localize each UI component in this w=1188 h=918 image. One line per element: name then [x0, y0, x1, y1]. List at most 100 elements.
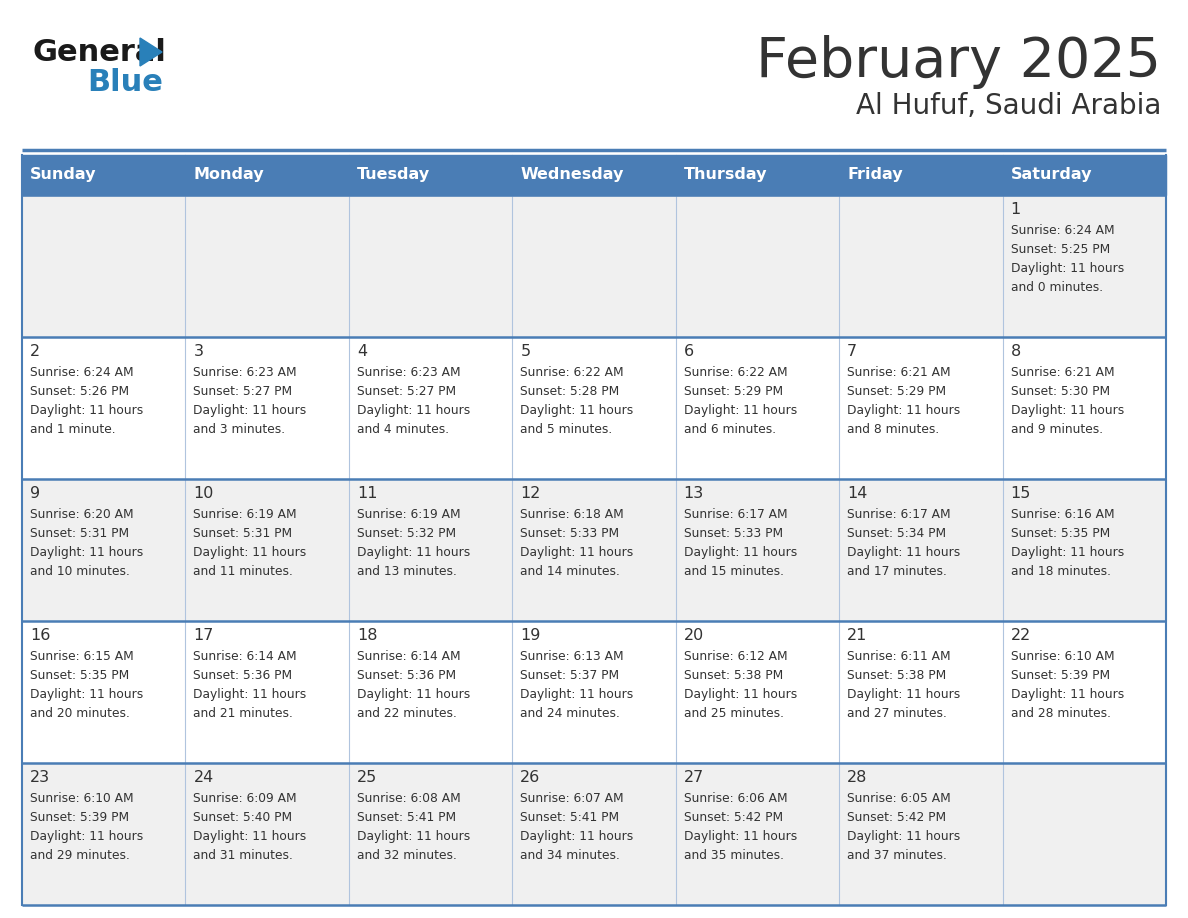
- Text: Daylight: 11 hours: Daylight: 11 hours: [684, 688, 797, 701]
- Text: and 22 minutes.: and 22 minutes.: [356, 707, 456, 720]
- Text: and 1 minute.: and 1 minute.: [30, 423, 115, 436]
- Text: Sunrise: 6:09 AM: Sunrise: 6:09 AM: [194, 792, 297, 805]
- Text: and 28 minutes.: and 28 minutes.: [1011, 707, 1111, 720]
- Text: 22: 22: [1011, 628, 1031, 643]
- Text: Daylight: 11 hours: Daylight: 11 hours: [520, 546, 633, 559]
- Text: Daylight: 11 hours: Daylight: 11 hours: [194, 404, 307, 417]
- Text: Daylight: 11 hours: Daylight: 11 hours: [194, 546, 307, 559]
- Text: Daylight: 11 hours: Daylight: 11 hours: [847, 546, 960, 559]
- Text: 2: 2: [30, 344, 40, 359]
- Text: Sunrise: 6:19 AM: Sunrise: 6:19 AM: [194, 508, 297, 521]
- Text: and 15 minutes.: and 15 minutes.: [684, 565, 784, 578]
- Text: Sunset: 5:35 PM: Sunset: 5:35 PM: [1011, 527, 1110, 540]
- Text: Sunset: 5:33 PM: Sunset: 5:33 PM: [520, 527, 619, 540]
- Text: Sunrise: 6:08 AM: Sunrise: 6:08 AM: [356, 792, 461, 805]
- Text: Sunrise: 6:11 AM: Sunrise: 6:11 AM: [847, 650, 950, 663]
- Text: 3: 3: [194, 344, 203, 359]
- Text: Daylight: 11 hours: Daylight: 11 hours: [30, 830, 144, 843]
- Text: Sunrise: 6:07 AM: Sunrise: 6:07 AM: [520, 792, 624, 805]
- Bar: [23, 195, 1165, 337]
- Text: Sunrise: 6:10 AM: Sunrise: 6:10 AM: [1011, 650, 1114, 663]
- Text: 15: 15: [1011, 486, 1031, 501]
- Text: Daylight: 11 hours: Daylight: 11 hours: [847, 688, 960, 701]
- Text: and 32 minutes.: and 32 minutes.: [356, 849, 456, 862]
- Text: Sunrise: 6:13 AM: Sunrise: 6:13 AM: [520, 650, 624, 663]
- Text: Sunrise: 6:06 AM: Sunrise: 6:06 AM: [684, 792, 788, 805]
- Text: Sunrise: 6:12 AM: Sunrise: 6:12 AM: [684, 650, 788, 663]
- Text: and 13 minutes.: and 13 minutes.: [356, 565, 456, 578]
- Text: Daylight: 11 hours: Daylight: 11 hours: [1011, 546, 1124, 559]
- Text: Sunrise: 6:24 AM: Sunrise: 6:24 AM: [1011, 224, 1114, 237]
- Text: Sunset: 5:32 PM: Sunset: 5:32 PM: [356, 527, 456, 540]
- Text: Daylight: 11 hours: Daylight: 11 hours: [30, 404, 144, 417]
- Bar: [23, 155, 185, 195]
- Bar: [839, 155, 1003, 195]
- Text: and 3 minutes.: and 3 minutes.: [194, 423, 285, 436]
- Text: Sunset: 5:39 PM: Sunset: 5:39 PM: [30, 811, 129, 824]
- Text: Daylight: 11 hours: Daylight: 11 hours: [684, 404, 797, 417]
- Text: and 17 minutes.: and 17 minutes.: [847, 565, 947, 578]
- Text: 24: 24: [194, 770, 214, 785]
- Text: 26: 26: [520, 770, 541, 785]
- Text: 23: 23: [30, 770, 50, 785]
- Bar: [23, 763, 1165, 905]
- Text: Sunrise: 6:20 AM: Sunrise: 6:20 AM: [30, 508, 133, 521]
- Text: Sunset: 5:42 PM: Sunset: 5:42 PM: [684, 811, 783, 824]
- Text: Sunset: 5:30 PM: Sunset: 5:30 PM: [1011, 385, 1110, 398]
- Text: and 34 minutes.: and 34 minutes.: [520, 849, 620, 862]
- Text: Daylight: 11 hours: Daylight: 11 hours: [847, 830, 960, 843]
- Text: Sunset: 5:34 PM: Sunset: 5:34 PM: [847, 527, 947, 540]
- Bar: [23, 621, 1165, 763]
- Text: Sunday: Sunday: [30, 167, 96, 183]
- Text: Sunset: 5:27 PM: Sunset: 5:27 PM: [194, 385, 292, 398]
- Text: 21: 21: [847, 628, 867, 643]
- Text: and 21 minutes.: and 21 minutes.: [194, 707, 293, 720]
- Text: Sunset: 5:38 PM: Sunset: 5:38 PM: [684, 669, 783, 682]
- Text: Tuesday: Tuesday: [356, 167, 430, 183]
- Bar: [23, 479, 1165, 621]
- Text: Sunset: 5:31 PM: Sunset: 5:31 PM: [194, 527, 292, 540]
- Text: 20: 20: [684, 628, 704, 643]
- Text: Al Hufuf, Saudi Arabia: Al Hufuf, Saudi Arabia: [855, 92, 1161, 120]
- Bar: [185, 155, 349, 195]
- Text: Sunset: 5:25 PM: Sunset: 5:25 PM: [1011, 243, 1110, 256]
- Text: Sunset: 5:26 PM: Sunset: 5:26 PM: [30, 385, 129, 398]
- Text: Sunset: 5:36 PM: Sunset: 5:36 PM: [194, 669, 292, 682]
- Text: Sunset: 5:36 PM: Sunset: 5:36 PM: [356, 669, 456, 682]
- Text: Daylight: 11 hours: Daylight: 11 hours: [520, 688, 633, 701]
- Text: Sunrise: 6:05 AM: Sunrise: 6:05 AM: [847, 792, 950, 805]
- Text: Saturday: Saturday: [1011, 167, 1092, 183]
- Text: Sunrise: 6:10 AM: Sunrise: 6:10 AM: [30, 792, 133, 805]
- Text: Sunrise: 6:21 AM: Sunrise: 6:21 AM: [847, 366, 950, 379]
- Text: Daylight: 11 hours: Daylight: 11 hours: [1011, 262, 1124, 275]
- Text: Daylight: 11 hours: Daylight: 11 hours: [30, 688, 144, 701]
- Text: Daylight: 11 hours: Daylight: 11 hours: [520, 830, 633, 843]
- Text: Blue: Blue: [87, 68, 163, 97]
- Text: Sunset: 5:29 PM: Sunset: 5:29 PM: [847, 385, 947, 398]
- Text: Daylight: 11 hours: Daylight: 11 hours: [356, 546, 470, 559]
- Text: Monday: Monday: [194, 167, 264, 183]
- Text: Daylight: 11 hours: Daylight: 11 hours: [684, 546, 797, 559]
- Text: 16: 16: [30, 628, 50, 643]
- Bar: [349, 155, 512, 195]
- Text: 10: 10: [194, 486, 214, 501]
- Text: and 35 minutes.: and 35 minutes.: [684, 849, 784, 862]
- Text: Daylight: 11 hours: Daylight: 11 hours: [1011, 404, 1124, 417]
- Text: Sunrise: 6:23 AM: Sunrise: 6:23 AM: [194, 366, 297, 379]
- Bar: [512, 155, 676, 195]
- Text: Daylight: 11 hours: Daylight: 11 hours: [356, 404, 470, 417]
- Text: Sunset: 5:42 PM: Sunset: 5:42 PM: [847, 811, 947, 824]
- Text: 9: 9: [30, 486, 40, 501]
- Text: Sunset: 5:39 PM: Sunset: 5:39 PM: [1011, 669, 1110, 682]
- Text: and 8 minutes.: and 8 minutes.: [847, 423, 940, 436]
- Text: and 6 minutes.: and 6 minutes.: [684, 423, 776, 436]
- Text: Sunrise: 6:23 AM: Sunrise: 6:23 AM: [356, 366, 461, 379]
- Text: Sunset: 5:33 PM: Sunset: 5:33 PM: [684, 527, 783, 540]
- Bar: [676, 155, 839, 195]
- Text: Sunset: 5:40 PM: Sunset: 5:40 PM: [194, 811, 292, 824]
- Bar: [23, 337, 1165, 479]
- Text: Sunrise: 6:21 AM: Sunrise: 6:21 AM: [1011, 366, 1114, 379]
- Text: and 29 minutes.: and 29 minutes.: [30, 849, 129, 862]
- Text: 6: 6: [684, 344, 694, 359]
- Text: and 0 minutes.: and 0 minutes.: [1011, 281, 1102, 294]
